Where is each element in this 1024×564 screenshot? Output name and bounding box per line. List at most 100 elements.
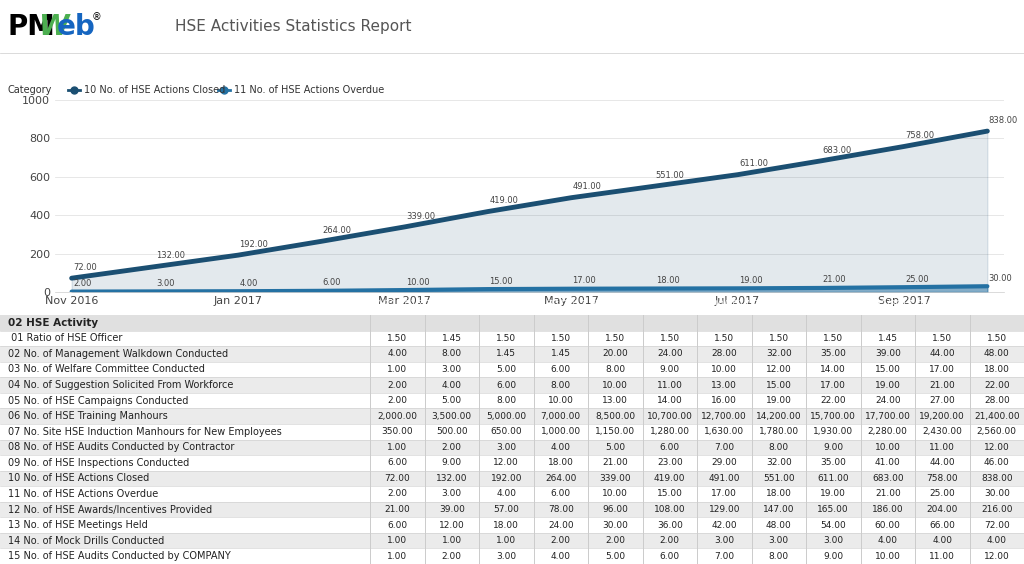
Text: 6.00: 6.00 bbox=[551, 490, 570, 499]
Text: 551.00: 551.00 bbox=[763, 474, 795, 483]
Text: 6.00: 6.00 bbox=[323, 278, 341, 287]
Text: 6.00: 6.00 bbox=[659, 552, 680, 561]
Text: 14 No. of Mock Drills Conducted: 14 No. of Mock Drills Conducted bbox=[8, 536, 164, 545]
Text: 419.00: 419.00 bbox=[489, 196, 518, 205]
Text: 03 No. of Welfare Committee Conducted: 03 No. of Welfare Committee Conducted bbox=[8, 364, 205, 374]
Text: 20.00: 20.00 bbox=[602, 350, 628, 358]
Text: 264.00: 264.00 bbox=[323, 226, 352, 235]
Text: 6.00: 6.00 bbox=[659, 443, 680, 452]
Text: Category: Category bbox=[8, 85, 52, 95]
Text: 8.00: 8.00 bbox=[441, 350, 462, 358]
Text: 1.00: 1.00 bbox=[387, 552, 408, 561]
Text: 32.00: 32.00 bbox=[766, 350, 792, 358]
Text: 09/30/2017: 09/30/2017 bbox=[971, 299, 1023, 309]
Text: 72.00: 72.00 bbox=[984, 521, 1010, 530]
Text: 15,700.00: 15,700.00 bbox=[810, 412, 856, 421]
Text: 6.00: 6.00 bbox=[497, 381, 516, 390]
Bar bbox=[0, 486, 1024, 502]
Text: HSE Activities Statistics Report: HSE Activities Statistics Report bbox=[175, 20, 412, 34]
Bar bbox=[0, 408, 1024, 424]
Text: 2.00: 2.00 bbox=[441, 443, 462, 452]
Bar bbox=[0, 439, 1024, 455]
Text: 14,200.00: 14,200.00 bbox=[756, 412, 802, 421]
Text: 5.00: 5.00 bbox=[497, 365, 516, 374]
Text: 08/31/2017: 08/31/2017 bbox=[916, 299, 968, 309]
Text: 350.00: 350.00 bbox=[381, 427, 413, 436]
Text: 758.00: 758.00 bbox=[927, 474, 958, 483]
Text: W: W bbox=[38, 13, 69, 41]
Text: 1.00: 1.00 bbox=[387, 365, 408, 374]
Text: 04/30/2017: 04/30/2017 bbox=[698, 299, 751, 309]
Text: 15.00: 15.00 bbox=[656, 490, 683, 499]
Text: 5.00: 5.00 bbox=[605, 552, 626, 561]
Text: 10 No. of HSE Actions Closed: 10 No. of HSE Actions Closed bbox=[8, 473, 150, 483]
Text: 09 No. of HSE Inspections Conducted: 09 No. of HSE Inspections Conducted bbox=[8, 458, 189, 468]
Text: 2.00: 2.00 bbox=[387, 490, 408, 499]
Bar bbox=[0, 362, 1024, 377]
Text: 4.00: 4.00 bbox=[497, 490, 516, 499]
Text: 24.00: 24.00 bbox=[874, 396, 900, 405]
Bar bbox=[0, 346, 1024, 362]
Text: 23.00: 23.00 bbox=[656, 459, 683, 468]
Text: 10.00: 10.00 bbox=[712, 365, 737, 374]
Text: 683.00: 683.00 bbox=[822, 146, 852, 155]
Text: 21,400.00: 21,400.00 bbox=[974, 412, 1020, 421]
Text: 10.00: 10.00 bbox=[602, 490, 628, 499]
Text: 5.00: 5.00 bbox=[441, 396, 462, 405]
Text: 7.00: 7.00 bbox=[714, 552, 734, 561]
Text: 8.00: 8.00 bbox=[497, 396, 516, 405]
Text: 12.00: 12.00 bbox=[984, 443, 1010, 452]
Text: 30.00: 30.00 bbox=[989, 274, 1013, 283]
Text: 14.00: 14.00 bbox=[820, 365, 846, 374]
Text: 04 No. of Suggestion Solicited From Workforce: 04 No. of Suggestion Solicited From Work… bbox=[8, 380, 233, 390]
Text: 12.00: 12.00 bbox=[439, 521, 465, 530]
Bar bbox=[0, 393, 1024, 408]
Text: 419.00: 419.00 bbox=[654, 474, 685, 483]
Bar bbox=[0, 377, 1024, 393]
Text: 11 No. of HSE Actions Overdue: 11 No. of HSE Actions Overdue bbox=[8, 489, 159, 499]
Text: 32.00: 32.00 bbox=[766, 459, 792, 468]
Text: 129.00: 129.00 bbox=[709, 505, 740, 514]
Text: 44.00: 44.00 bbox=[930, 459, 955, 468]
Text: 1.00: 1.00 bbox=[497, 536, 516, 545]
Text: 8.00: 8.00 bbox=[769, 552, 788, 561]
Text: 1,000.00: 1,000.00 bbox=[541, 427, 581, 436]
Text: 07 No. Site HSE Induction Manhours for New Employees: 07 No. Site HSE Induction Manhours for N… bbox=[8, 427, 282, 437]
Text: 1.00: 1.00 bbox=[387, 443, 408, 452]
Text: 1.50: 1.50 bbox=[714, 334, 734, 343]
Text: 4.00: 4.00 bbox=[932, 536, 952, 545]
Text: 132.00: 132.00 bbox=[157, 252, 185, 261]
Text: 1.50: 1.50 bbox=[387, 334, 408, 343]
Text: 2,430.00: 2,430.00 bbox=[923, 427, 963, 436]
Text: 66.00: 66.00 bbox=[930, 521, 955, 530]
Text: 491.00: 491.00 bbox=[709, 474, 740, 483]
Text: 24.00: 24.00 bbox=[657, 350, 683, 358]
Text: 25.00: 25.00 bbox=[930, 490, 955, 499]
Text: 22.00: 22.00 bbox=[820, 396, 846, 405]
Text: 10 No. of HSE Actions Closed: 10 No. of HSE Actions Closed bbox=[84, 85, 225, 95]
Text: 7,000.00: 7,000.00 bbox=[541, 412, 581, 421]
Text: 7.00: 7.00 bbox=[714, 443, 734, 452]
Text: 838.00: 838.00 bbox=[989, 116, 1018, 125]
Text: 165.00: 165.00 bbox=[817, 505, 849, 514]
Text: 1.50: 1.50 bbox=[823, 334, 844, 343]
Text: 683.00: 683.00 bbox=[872, 474, 903, 483]
Text: 10.00: 10.00 bbox=[874, 443, 901, 452]
Text: 3.00: 3.00 bbox=[497, 552, 516, 561]
Text: 19.00: 19.00 bbox=[766, 396, 792, 405]
Text: 12,700.00: 12,700.00 bbox=[701, 412, 748, 421]
Text: 17.00: 17.00 bbox=[820, 381, 846, 390]
Text: 491.00: 491.00 bbox=[572, 182, 601, 191]
Text: 60.00: 60.00 bbox=[874, 521, 901, 530]
Text: 3.00: 3.00 bbox=[157, 279, 175, 288]
Text: 6.00: 6.00 bbox=[551, 365, 570, 374]
Text: 96.00: 96.00 bbox=[602, 505, 628, 514]
Text: 28.00: 28.00 bbox=[712, 350, 737, 358]
Text: 05 No. of HSE Campaigns Conducted: 05 No. of HSE Campaigns Conducted bbox=[8, 395, 188, 406]
Text: 9.00: 9.00 bbox=[441, 459, 462, 468]
Text: 39.00: 39.00 bbox=[874, 350, 901, 358]
Text: 11.00: 11.00 bbox=[930, 552, 955, 561]
Text: 27.00: 27.00 bbox=[930, 396, 955, 405]
Text: 9.00: 9.00 bbox=[823, 552, 844, 561]
Text: 4.00: 4.00 bbox=[551, 552, 570, 561]
